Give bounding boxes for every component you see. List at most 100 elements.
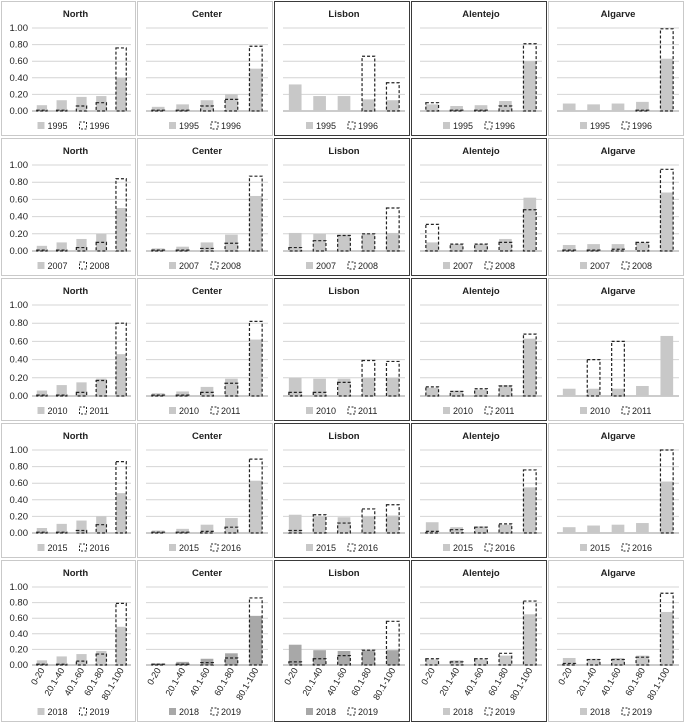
legend-label: 2019 — [221, 707, 241, 717]
legend-label: 1996 — [358, 121, 378, 131]
y-tick-label: 0.40 — [10, 629, 29, 640]
bar-1995-40.1-60 — [337, 96, 351, 111]
chart-title: Lisbon — [328, 146, 359, 157]
x-tick-label: 0-20 — [282, 666, 300, 687]
bar-2019-0-20 — [36, 663, 48, 666]
chart-title: Algarve — [601, 146, 636, 157]
legend-label: 2008 — [358, 261, 378, 271]
legend-label: 2007 — [48, 261, 68, 271]
y-tick-label: 0.20 — [10, 229, 29, 240]
bar-2008-60.1-80 — [224, 242, 239, 252]
legend-swatch-solid — [169, 262, 176, 269]
bar-2011-20.1-40 — [449, 390, 464, 397]
legend-swatch-dashed — [79, 261, 87, 270]
legend-swatch-dashed — [484, 121, 493, 130]
bar-2015-0-20 — [288, 514, 302, 533]
legend-label: 2015 — [316, 543, 336, 553]
legend-label: 2011 — [495, 406, 514, 416]
bar-2015-20.1-40 — [587, 525, 600, 533]
bar-2008-60.1-80 — [95, 241, 108, 252]
legend-swatch-solid — [37, 407, 45, 414]
chart-svg: Alentejo 2015 2016 — [420, 431, 542, 553]
bar-1995-60.1-80 — [636, 101, 649, 111]
x-tick-label: 0-20 — [29, 666, 47, 687]
legend-label: 2011 — [358, 406, 377, 416]
bar-2018-20.1-40 — [587, 658, 600, 665]
legend-label: 2018 — [453, 707, 473, 717]
legend-label: 2015 — [590, 543, 610, 553]
chart-svg: Algarve 2007 2008 — [557, 146, 679, 271]
bar-2011-40.1-60 — [337, 381, 351, 397]
y-tick-label: 1.00 — [10, 160, 29, 171]
legend-label: 1996 — [632, 121, 652, 131]
bar-2016-20.1-40 — [312, 514, 327, 534]
chart-title: Center — [192, 568, 222, 579]
y-tick-label: 0.80 — [10, 318, 29, 329]
bar-2016-40.1-60 — [474, 526, 488, 534]
bar-2011-60.1-80 — [224, 382, 239, 397]
legend-swatch-solid — [580, 544, 587, 551]
legend-swatch-solid — [580, 122, 587, 129]
bar-2016-60.1-80 — [361, 508, 376, 534]
bar-2007-40.1-60 — [337, 234, 351, 251]
bar-2007-80.1-100 — [249, 195, 263, 251]
bar-2018-20.1-40 — [450, 660, 463, 665]
chart-title: Alentejo — [462, 146, 500, 157]
y-tick-label: 1.00 — [10, 23, 29, 34]
bar-2018-40.1-60 — [611, 657, 625, 665]
bar-2016-80.1-100 — [385, 504, 400, 534]
legend-label: 2011 — [632, 406, 651, 416]
bar-1995-0-20 — [151, 106, 165, 111]
legend-label: 2018 — [316, 707, 336, 717]
bar-2007-40.1-60 — [474, 244, 488, 251]
bar-2018-40.1-60 — [76, 654, 87, 665]
bar-2007-80.1-100 — [386, 232, 400, 251]
bar-2018-40.1-60 — [337, 650, 351, 665]
y-tick-label: 1.00 — [10, 445, 29, 456]
bar-2007-0-20 — [425, 242, 439, 251]
legend-label: 2011 — [221, 406, 240, 416]
legend-swatch-dashed — [347, 543, 356, 552]
chart-title: Algarve — [601, 431, 636, 442]
legend-swatch-solid — [443, 122, 450, 129]
legend-swatch-dashed — [484, 406, 493, 415]
legend-label: 1995 — [179, 121, 199, 131]
bar-2007-80.1-100 — [115, 208, 127, 251]
y-tick-label: 0.60 — [10, 613, 29, 624]
x-tick-label: 60.1-80 — [212, 666, 236, 697]
y-tick-label: 0.80 — [10, 177, 29, 188]
x-tick-label: 40.1-60 — [188, 666, 212, 697]
bar-2011-20.1-40 — [586, 358, 601, 397]
bar-2019-0-20 — [288, 661, 303, 666]
bar-2015-60.1-80 — [499, 524, 512, 533]
bar-2019-20.1-40 — [312, 658, 327, 666]
bar-1995-20.1-40 — [450, 106, 463, 111]
chart-title: Alentejo — [462, 9, 500, 20]
bar-2016-40.1-60 — [200, 530, 214, 534]
bar-1995-80.1-100 — [523, 61, 537, 111]
legend-label: 2016 — [221, 543, 241, 553]
bar-2018-80.1-100 — [115, 626, 127, 665]
bar-2011-60.1-80 — [361, 359, 376, 397]
bar-1995-40.1-60 — [611, 103, 625, 111]
bar-2019-40.1-60 — [474, 658, 488, 666]
bar-2019-40.1-60 — [611, 658, 625, 666]
bar-2010-40.1-60 — [337, 378, 351, 396]
bar-2016-0-20 — [425, 530, 440, 534]
bar-2019-40.1-60 — [75, 660, 88, 666]
bar-1995-80.1-100 — [249, 68, 263, 111]
chart-panel-algarve-1995: Algarve 1995 1996 — [548, 1, 684, 136]
chart-svg: Algarve 2015 2016 — [557, 431, 679, 553]
chart-svg: Center 2015 2016 — [146, 431, 268, 553]
bar-2016-80.1-100 — [522, 469, 537, 534]
y-tick-label: 0.60 — [10, 194, 29, 205]
bar-2008-20.1-40 — [449, 243, 464, 252]
y-tick-label: 0.40 — [10, 73, 29, 84]
legend-swatch-dashed — [621, 406, 630, 415]
legend-label: 1996 — [221, 121, 241, 131]
bar-2008-0-20 — [425, 223, 440, 252]
legend-swatch-dashed — [210, 543, 219, 552]
